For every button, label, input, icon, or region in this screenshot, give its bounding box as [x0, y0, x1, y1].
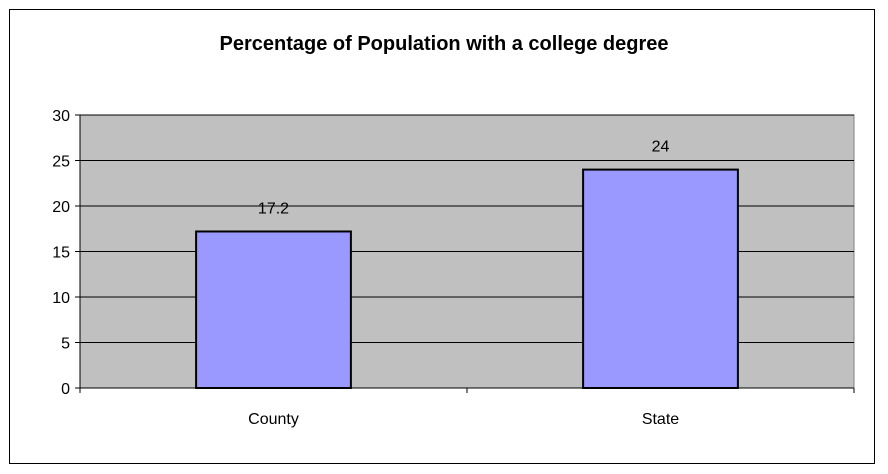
- bar-county: [195, 230, 352, 389]
- bar-state: [582, 168, 739, 389]
- y-tick-label: 25: [52, 154, 70, 171]
- data-label: 17.2: [258, 200, 289, 217]
- labels: 0 5 10 15 20 25 30 17.2 County 24 State: [52, 108, 679, 428]
- bars: [195, 168, 739, 389]
- x-category-label: State: [642, 411, 679, 428]
- x-category-label: County: [248, 411, 299, 428]
- chart-title: Percentage of Population with a college …: [219, 33, 669, 55]
- axes: [75, 114, 855, 393]
- y-tick-label: 10: [52, 290, 70, 307]
- data-label: 24: [652, 139, 670, 156]
- y-tick-label: 20: [52, 199, 70, 216]
- y-tick-label: 0: [61, 381, 70, 398]
- y-tick-label: 15: [52, 245, 70, 262]
- y-tick-label: 5: [61, 336, 70, 353]
- y-tick-label: 30: [52, 108, 70, 125]
